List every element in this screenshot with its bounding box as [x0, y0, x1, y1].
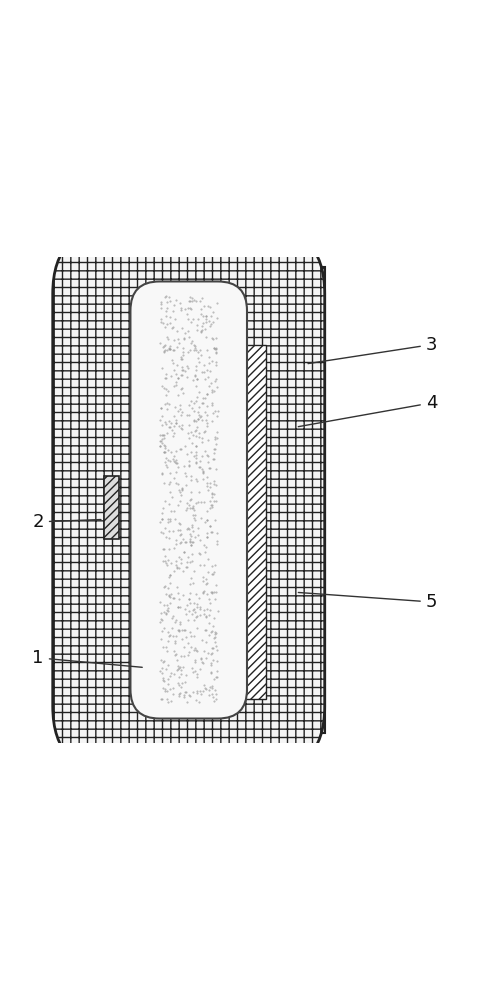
Text: 5: 5 — [298, 592, 437, 611]
Bar — [281, 267, 325, 733]
Text: 3: 3 — [308, 336, 437, 364]
Text: 1: 1 — [33, 649, 142, 667]
Text: 4: 4 — [298, 394, 437, 427]
FancyBboxPatch shape — [130, 281, 247, 719]
Bar — [218, 345, 266, 699]
FancyBboxPatch shape — [53, 226, 325, 774]
Text: 2: 2 — [33, 513, 101, 531]
Bar — [104, 476, 119, 539]
